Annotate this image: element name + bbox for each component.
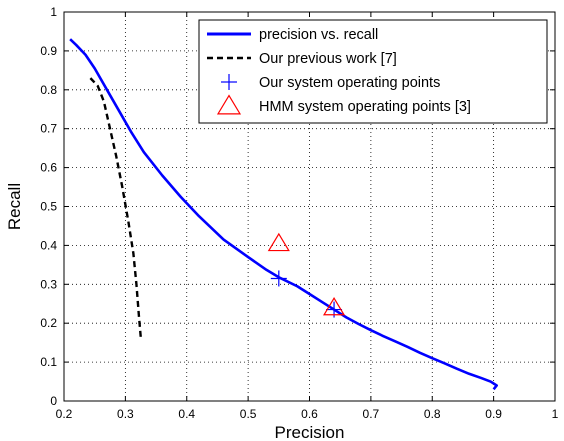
legend-entry-our-system-points: Our system operating points: [221, 74, 440, 91]
y-tick-label: 0.7: [40, 122, 57, 136]
operating-point-triangle: [267, 232, 290, 252]
y-tick-label: 0.4: [40, 238, 57, 252]
legend-box: [198, 19, 548, 124]
legend-entry-previous-work: Our previous work [7]: [207, 51, 397, 67]
x-tick-label: 1: [552, 407, 559, 421]
y-tick-label: 0.9: [40, 44, 57, 58]
legend-label: Our system operating points: [259, 75, 440, 91]
legend-symbol-plus-marker: [221, 74, 237, 90]
legend: precision vs. recall Our previous work […: [198, 19, 548, 124]
legend-label: precision vs. recall: [259, 27, 378, 43]
x-tick-label: 0.7: [363, 407, 380, 421]
y-tick-label: 0.2: [40, 316, 57, 330]
legend-plus: [221, 74, 237, 90]
x-axis-label: Precision: [275, 423, 345, 441]
operating-point-plus: [270, 270, 287, 287]
legend-entry-precision-recall: precision vs. recall: [207, 27, 378, 43]
x-tick-label: 0.5: [240, 407, 257, 421]
series-line-0: [69, 38, 498, 391]
legend-symbol-triangle-marker: [216, 94, 242, 115]
x-tick-label: 0.9: [485, 407, 502, 421]
y-tick-label: 1: [50, 5, 57, 19]
y-tick-label: 0.5: [40, 200, 57, 214]
x-tick-label: 0.8: [424, 407, 441, 421]
x-tick-label: 0.3: [117, 407, 134, 421]
series-line-1: [89, 77, 142, 337]
legend-entry-hmm-system-points: HMM system operating points [3]: [216, 94, 471, 115]
legend-label: HMM system operating points [3]: [259, 99, 471, 115]
y-tick-label: 0.3: [40, 277, 57, 291]
x-tick-label: 0.2: [56, 407, 73, 421]
legend-label: Our previous work [7]: [259, 51, 397, 67]
y-axis-label: Recall: [5, 183, 24, 230]
x-tick-label: 0.4: [178, 407, 195, 421]
y-tick-label: 0.8: [40, 83, 57, 97]
series-layer: [69, 38, 498, 391]
x-tick-label: 0.6: [301, 407, 318, 421]
legend-triangle: [216, 94, 242, 115]
y-tick-label: 0: [50, 394, 57, 408]
axis-ticks: 0.2 0.3 0.4 0.5 0.6 0.7 0.8 0.9 1 0 0.1 0.2 0.3 0.4 0.…: [40, 5, 558, 421]
y-tick-label: 0.6: [40, 161, 57, 175]
operating-point-triangle: [322, 296, 346, 316]
y-tick-label: 0.1: [40, 355, 57, 369]
